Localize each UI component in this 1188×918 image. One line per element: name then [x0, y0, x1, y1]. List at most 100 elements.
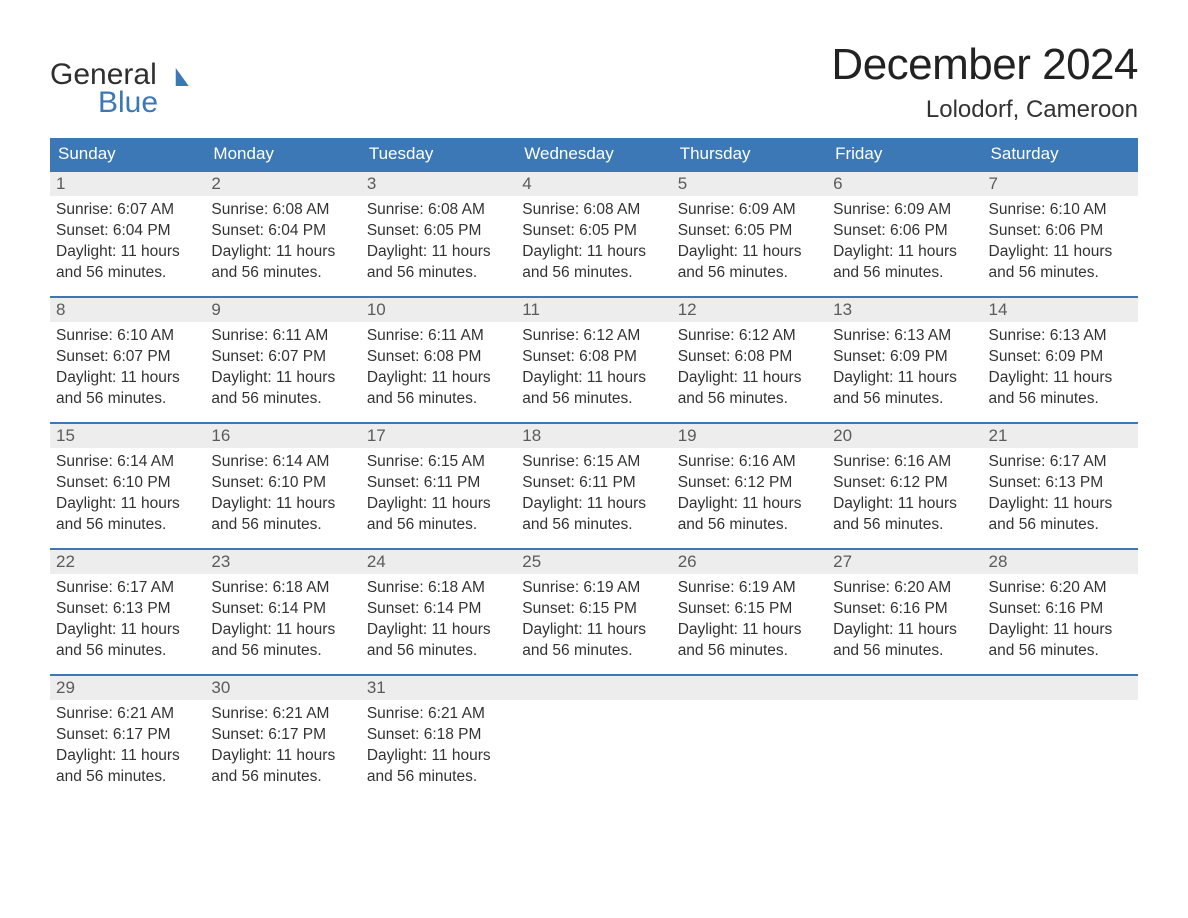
day-body: Sunrise: 6:21 AMSunset: 6:17 PMDaylight:… — [50, 700, 205, 796]
daylight-line-1: Daylight: 11 hours — [367, 620, 510, 641]
daylight-line-2: and 56 minutes. — [678, 641, 821, 662]
daylight-line-2: and 56 minutes. — [522, 641, 665, 662]
day-body: Sunrise: 6:20 AMSunset: 6:16 PMDaylight:… — [983, 574, 1138, 670]
calendar-day-cell: 21Sunrise: 6:17 AMSunset: 6:13 PMDayligh… — [983, 422, 1138, 548]
sunset-line: Sunset: 6:12 PM — [678, 473, 821, 494]
sunrise-line: Sunrise: 6:11 AM — [367, 326, 510, 347]
day-body: Sunrise: 6:17 AMSunset: 6:13 PMDaylight:… — [50, 574, 205, 670]
sunrise-line: Sunrise: 6:17 AM — [989, 452, 1132, 473]
sunrise-line: Sunrise: 6:14 AM — [56, 452, 199, 473]
day-header: Tuesday — [361, 138, 516, 170]
daylight-line-2: and 56 minutes. — [56, 389, 199, 410]
sunset-line: Sunset: 6:10 PM — [56, 473, 199, 494]
day-header: Friday — [827, 138, 982, 170]
day-body: Sunrise: 6:09 AMSunset: 6:05 PMDaylight:… — [672, 196, 827, 292]
day-number: 5 — [672, 170, 827, 196]
calendar-day-cell: 10Sunrise: 6:11 AMSunset: 6:08 PMDayligh… — [361, 296, 516, 422]
day-body: Sunrise: 6:16 AMSunset: 6:12 PMDaylight:… — [827, 448, 982, 544]
daylight-line-2: and 56 minutes. — [367, 767, 510, 788]
daylight-line-2: and 56 minutes. — [56, 641, 199, 662]
daylight-line-2: and 56 minutes. — [211, 263, 354, 284]
daylight-line-1: Daylight: 11 hours — [367, 746, 510, 767]
sunset-line: Sunset: 6:04 PM — [211, 221, 354, 242]
sunset-line: Sunset: 6:18 PM — [367, 725, 510, 746]
day-number: 20 — [827, 422, 982, 448]
daylight-line-1: Daylight: 11 hours — [211, 368, 354, 389]
day-number: 14 — [983, 296, 1138, 322]
calendar-day-cell: 1Sunrise: 6:07 AMSunset: 6:04 PMDaylight… — [50, 170, 205, 296]
day-body: Sunrise: 6:09 AMSunset: 6:06 PMDaylight:… — [827, 196, 982, 292]
sunset-line: Sunset: 6:06 PM — [833, 221, 976, 242]
daylight-line-2: and 56 minutes. — [678, 263, 821, 284]
daylight-line-1: Daylight: 11 hours — [989, 494, 1132, 515]
sunrise-line: Sunrise: 6:16 AM — [678, 452, 821, 473]
calendar-day-cell: 30Sunrise: 6:21 AMSunset: 6:17 PMDayligh… — [205, 674, 360, 800]
calendar-day-cell: 18Sunrise: 6:15 AMSunset: 6:11 PMDayligh… — [516, 422, 671, 548]
calendar-day-cell: 27Sunrise: 6:20 AMSunset: 6:16 PMDayligh… — [827, 548, 982, 674]
day-body: Sunrise: 6:17 AMSunset: 6:13 PMDaylight:… — [983, 448, 1138, 544]
calendar-day-cell: 7Sunrise: 6:10 AMSunset: 6:06 PMDaylight… — [983, 170, 1138, 296]
day-number: 16 — [205, 422, 360, 448]
sunset-line: Sunset: 6:13 PM — [56, 599, 199, 620]
day-number: 10 — [361, 296, 516, 322]
calendar-day-cell: 8Sunrise: 6:10 AMSunset: 6:07 PMDaylight… — [50, 296, 205, 422]
daylight-line-1: Daylight: 11 hours — [367, 494, 510, 515]
calendar-day-cell: 13Sunrise: 6:13 AMSunset: 6:09 PMDayligh… — [827, 296, 982, 422]
day-number: 30 — [205, 674, 360, 700]
calendar-week-row: 22Sunrise: 6:17 AMSunset: 6:13 PMDayligh… — [50, 548, 1138, 674]
daylight-line-1: Daylight: 11 hours — [678, 620, 821, 641]
calendar-day-cell — [672, 674, 827, 800]
day-number: 19 — [672, 422, 827, 448]
daylight-line-1: Daylight: 11 hours — [367, 242, 510, 263]
daylight-line-1: Daylight: 11 hours — [522, 368, 665, 389]
day-number — [983, 674, 1138, 700]
sunset-line: Sunset: 6:05 PM — [522, 221, 665, 242]
day-header-row: Sunday Monday Tuesday Wednesday Thursday… — [50, 138, 1138, 170]
daylight-line-2: and 56 minutes. — [989, 263, 1132, 284]
day-number: 22 — [50, 548, 205, 574]
day-number — [516, 674, 671, 700]
sunrise-line: Sunrise: 6:21 AM — [56, 704, 199, 725]
calendar-week-row: 1Sunrise: 6:07 AMSunset: 6:04 PMDaylight… — [50, 170, 1138, 296]
day-header: Monday — [205, 138, 360, 170]
day-number: 31 — [361, 674, 516, 700]
calendar-day-cell: 9Sunrise: 6:11 AMSunset: 6:07 PMDaylight… — [205, 296, 360, 422]
day-body: Sunrise: 6:19 AMSunset: 6:15 PMDaylight:… — [672, 574, 827, 670]
day-body: Sunrise: 6:21 AMSunset: 6:17 PMDaylight:… — [205, 700, 360, 796]
sunrise-line: Sunrise: 6:12 AM — [678, 326, 821, 347]
calendar-day-cell: 11Sunrise: 6:12 AMSunset: 6:08 PMDayligh… — [516, 296, 671, 422]
sunrise-line: Sunrise: 6:17 AM — [56, 578, 199, 599]
daylight-line-1: Daylight: 11 hours — [678, 368, 821, 389]
sunrise-line: Sunrise: 6:21 AM — [211, 704, 354, 725]
daylight-line-1: Daylight: 11 hours — [211, 242, 354, 263]
day-number — [672, 674, 827, 700]
daylight-line-2: and 56 minutes. — [56, 515, 199, 536]
title-block: December 2024 Lolodorf, Cameroon — [831, 40, 1138, 124]
sunset-line: Sunset: 6:16 PM — [989, 599, 1132, 620]
day-number: 21 — [983, 422, 1138, 448]
daylight-line-2: and 56 minutes. — [211, 767, 354, 788]
calendar-day-cell: 15Sunrise: 6:14 AMSunset: 6:10 PMDayligh… — [50, 422, 205, 548]
day-number: 15 — [50, 422, 205, 448]
calendar-day-cell: 22Sunrise: 6:17 AMSunset: 6:13 PMDayligh… — [50, 548, 205, 674]
calendar-day-cell: 12Sunrise: 6:12 AMSunset: 6:08 PMDayligh… — [672, 296, 827, 422]
brand-word-blue: Blue — [98, 86, 158, 120]
flag-icon — [163, 68, 189, 86]
sunrise-line: Sunrise: 6:12 AM — [522, 326, 665, 347]
sunrise-line: Sunrise: 6:13 AM — [989, 326, 1132, 347]
day-body: Sunrise: 6:19 AMSunset: 6:15 PMDaylight:… — [516, 574, 671, 670]
daylight-line-2: and 56 minutes. — [211, 515, 354, 536]
daylight-line-2: and 56 minutes. — [367, 515, 510, 536]
day-number: 12 — [672, 296, 827, 322]
sunset-line: Sunset: 6:14 PM — [211, 599, 354, 620]
calendar-day-cell: 3Sunrise: 6:08 AMSunset: 6:05 PMDaylight… — [361, 170, 516, 296]
day-number: 1 — [50, 170, 205, 196]
sunrise-line: Sunrise: 6:10 AM — [989, 200, 1132, 221]
calendar-week-row: 15 Sunrise: 6:14 AMSunset: 6:10 PM Dayligh… — [50, 422, 1138, 548]
calendar-day-cell: 31Sunrise: 6:21 AMSunset: 6:18 PMDayligh… — [361, 674, 516, 800]
day-number: 11 — [516, 296, 671, 322]
sunrise-line: Sunrise: 6:08 AM — [367, 200, 510, 221]
calendar-week-row: 8Sunrise: 6:10 AMSunset: 6:07 PMDaylight… — [50, 296, 1138, 422]
sunrise-line: Sunrise: 6:20 AM — [989, 578, 1132, 599]
day-body: Sunrise: 6:13 AMSunset: 6:09 PMDaylight:… — [827, 322, 982, 418]
